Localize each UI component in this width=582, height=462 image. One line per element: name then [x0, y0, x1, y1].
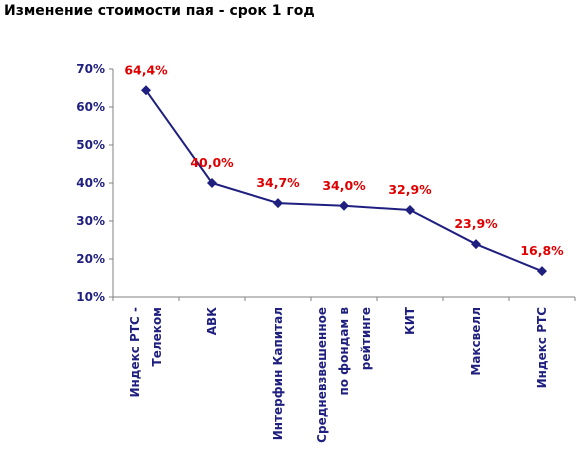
- data-label: 32,9%: [388, 182, 432, 197]
- x-category-label: АВК: [205, 307, 219, 335]
- data-label: 64,4%: [124, 62, 168, 77]
- data-point-marker: [537, 266, 547, 277]
- data-label: 34,0%: [322, 178, 366, 193]
- y-tick-label: 20%: [76, 252, 105, 266]
- data-point-marker: [405, 204, 415, 215]
- data-point-marker: [471, 239, 481, 250]
- y-tick-label: 70%: [76, 62, 105, 76]
- x-category-label: Средневзвешенное: [315, 307, 329, 443]
- x-category-label: рейтинге: [359, 307, 373, 370]
- data-label: 40,0%: [190, 155, 234, 170]
- data-point-marker: [273, 198, 283, 209]
- data-label: 23,9%: [454, 216, 498, 231]
- x-category-label: Индекс РТС -: [128, 307, 142, 398]
- x-category-label: Телеком: [150, 307, 164, 366]
- data-point-marker: [207, 178, 217, 188]
- x-category-label: КИТ: [403, 306, 417, 335]
- data-point-marker: [141, 85, 151, 96]
- y-tick-label: 30%: [76, 214, 105, 228]
- chart-title: Изменение стоимости пая - срок 1 год: [4, 3, 315, 19]
- x-category-label: Индекс РТС: [535, 307, 549, 389]
- data-label: 34,7%: [256, 175, 300, 190]
- x-category-label: Максвелл: [469, 307, 483, 376]
- x-category-label: Интерфин Капитал: [271, 307, 285, 440]
- y-tick-label: 60%: [76, 100, 105, 114]
- y-tick-label: 50%: [76, 138, 105, 152]
- data-point-marker: [339, 200, 349, 211]
- data-label: 16,8%: [520, 243, 564, 258]
- y-tick-label: 40%: [76, 176, 105, 190]
- x-category-label: по фондам в: [337, 307, 351, 396]
- y-tick-label: 10%: [76, 290, 105, 304]
